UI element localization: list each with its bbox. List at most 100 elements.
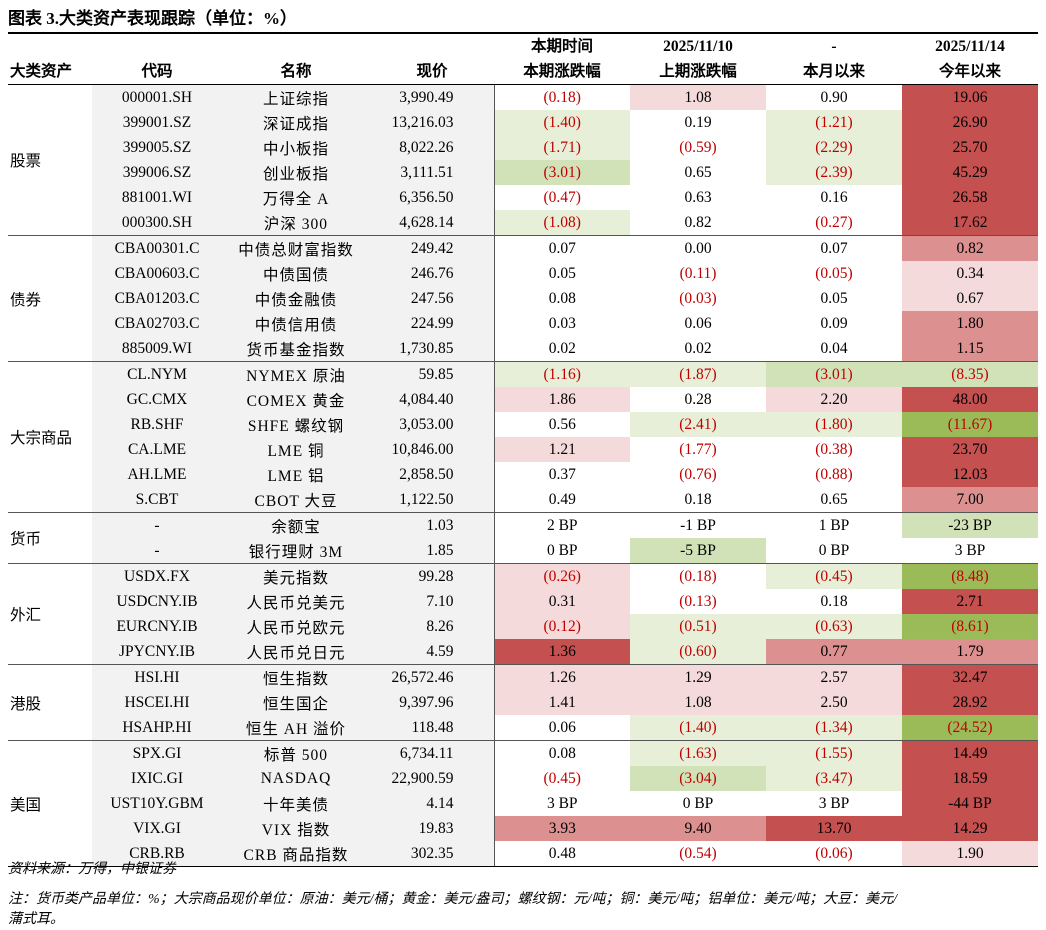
previous-change-cell: 9.40 <box>630 816 766 841</box>
mtd-cell: (0.88) <box>815 465 853 483</box>
header-top-cell <box>222 34 370 59</box>
table-body: 股票 000001.SH 上证综指 3,990.49 (0.18) 1.08 0.90 19.… <box>8 84 1038 867</box>
ytd-cell: (8.35) <box>902 361 1038 387</box>
table-row: S.CBT CBOT 大豆 1,122.50 0.49 0.18 0.65 7.00 <box>8 487 1038 513</box>
mtd-cell: 2.20 <box>766 387 902 412</box>
ticker-code-cell: HSCEI.HI <box>92 690 222 715</box>
current-change-cell: 0.06 <box>494 715 630 741</box>
asset-name-cell: 人民币兑美元 <box>222 589 370 614</box>
mtd-cell: 0.09 <box>820 314 848 332</box>
source-note: 资料来源：万得，中银证券 <box>8 862 176 877</box>
asset-class-label: 美国 <box>8 740 92 867</box>
table-row: 债券 CBA00301.C 中债总财富指数 249.42 0.07 0.00 0.07 0.8… <box>8 235 1038 362</box>
mtd-cell: 3 BP <box>818 794 850 812</box>
asset-name-cell: 人民币兑日元 <box>222 639 370 665</box>
unit-note-line-2: 蒲式耳。 <box>8 912 64 927</box>
table-row: GC.CMX COMEX 黄金 4,084.40 1.86 0.28 2.20 48.00 <box>8 387 1038 412</box>
mtd-cell: 0.18 <box>820 592 848 610</box>
header-top-cell <box>92 34 222 59</box>
previous-change-cell: (0.59) <box>679 138 717 156</box>
table-row: - 银行理财 3M 1.85 0 BP -5 BP 0 BP 3 BP <box>8 538 1038 564</box>
price-cell: 59.85 <box>370 361 495 387</box>
mtd-cell: 0.04 <box>766 336 902 362</box>
ticker-code-cell: - <box>92 538 222 564</box>
asset-name-cell: 恒生国企 <box>222 690 370 715</box>
header-dash: - <box>831 38 837 55</box>
header-top-cell <box>8 34 92 59</box>
asset-class-label: 外汇 <box>8 563 92 665</box>
price-cell: 249.42 <box>370 235 495 261</box>
previous-change-cell: 0.02 <box>630 336 766 362</box>
table-row: CRB.RB CRB 商品指数 302.35 0.48 (0.54) (0.06) 1.90 <box>8 841 1038 867</box>
mtd-cell: (1.21) <box>766 110 902 135</box>
ticker-code-cell: 881001.WI <box>92 185 222 210</box>
current-change-cell: (0.26) <box>494 563 630 589</box>
ticker-code-cell: USDX.FX <box>92 563 222 589</box>
header-date-1: 2025/11/10 <box>663 38 733 55</box>
previous-change-cell: 0.63 <box>684 188 712 206</box>
mtd-cell: 13.70 <box>766 816 902 841</box>
current-change-cell: 1.26 <box>494 664 630 690</box>
table-row: 399005.SZ 中小板指 8,022.26 (1.71) (0.59) (2.29) 2… <box>8 135 1038 160</box>
price-cell: 8,022.26 <box>370 135 495 160</box>
table-row: 美国 SPX.GI 标普 500 6,734.11 0.08 (1.63) (1.55) 14… <box>8 740 1038 867</box>
current-change-cell: 0.37 <box>548 465 576 483</box>
ticker-code-cell: USDCNY.IB <box>92 589 222 614</box>
ytd-cell: 25.70 <box>902 135 1038 160</box>
ytd-cell: 17.62 <box>902 210 1038 236</box>
ticker-code-cell: 000001.SH <box>92 84 222 110</box>
table-row: HSAHP.HI 恒生 AH 溢价 118.48 0.06 (1.40) (1.34) (2… <box>8 715 1038 741</box>
previous-change-cell: (0.18) <box>679 567 717 585</box>
asset-name-cell: LME 铜 <box>222 437 370 462</box>
ticker-code-cell: RB.SHF <box>92 412 222 437</box>
header-asset-class: 大类资产 <box>8 59 92 85</box>
asset-name-cell: 恒生指数 <box>222 664 370 690</box>
header-mtd: 本月以来 <box>766 59 902 85</box>
table-row: CBA01203.C 中债金融债 247.56 0.08 (0.03) 0.05 0.67 <box>8 286 1038 311</box>
price-cell: 1.03 <box>370 512 495 538</box>
ytd-cell: 48.00 <box>902 387 1038 412</box>
header-code: 代码 <box>92 59 222 85</box>
current-change-cell: (3.01) <box>494 160 630 185</box>
mtd-cell: (0.38) <box>815 440 853 458</box>
ticker-code-cell: VIX.GI <box>92 816 222 841</box>
header-row-top: 本期时间 2025/11/10 - 2025/11/14 <box>8 34 1038 59</box>
asset-name-cell: 中债总财富指数 <box>222 235 370 261</box>
ytd-cell: 18.59 <box>902 766 1038 791</box>
previous-change-cell: (3.04) <box>630 766 766 791</box>
table-row: CA.LME LME 铜 10,846.00 1.21 (1.77) (0.38) 23.7… <box>8 437 1038 462</box>
current-change-cell: 0.48 <box>494 841 630 867</box>
ytd-cell: 2.71 <box>902 589 1038 614</box>
asset-name-cell: NASDAQ <box>222 766 370 791</box>
current-change-cell: 1.21 <box>494 437 630 462</box>
price-cell: 3,053.00 <box>370 412 495 437</box>
mtd-cell: 0.90 <box>820 88 848 106</box>
ytd-cell: 12.03 <box>902 462 1038 487</box>
ytd-cell: -23 BP <box>902 512 1038 538</box>
ticker-code-cell: HSAHP.HI <box>92 715 222 741</box>
previous-change-cell: 0.65 <box>684 163 712 181</box>
ytd-cell: (8.48) <box>902 563 1038 589</box>
current-change-cell: (0.45) <box>543 769 581 787</box>
ticker-code-cell: IXIC.GI <box>92 766 222 791</box>
mtd-cell: (3.01) <box>766 361 902 387</box>
table-row: 399006.SZ 创业板指 3,111.51 (3.01) 0.65 (2.39) 45.… <box>8 160 1038 185</box>
table-row: 399001.SZ 深证成指 13,216.03 (1.40) 0.19 (1.21) 26… <box>8 110 1038 135</box>
current-change-cell: (1.40) <box>494 110 630 135</box>
table-row: 港股 HSI.HI 恒生指数 26,572.46 1.26 1.29 2.57 32.47 <box>8 664 1038 741</box>
unit-note-line-1: 注：货币类产品单位：%；大宗商品现价单位：原油：美元/桶；黄金：美元/盎司；螺纹… <box>8 892 897 907</box>
ytd-cell: 45.29 <box>902 160 1038 185</box>
asset-name-cell: 上证综指 <box>222 84 370 110</box>
ytd-cell: (8.61) <box>902 614 1038 639</box>
table-row: RB.SHF SHFE 螺纹钢 3,053.00 0.56 (2.41) (1.80) (1… <box>8 412 1038 437</box>
ytd-cell: 26.90 <box>902 110 1038 135</box>
price-cell: 6,734.11 <box>370 740 495 766</box>
table-row: JPYCNY.IB 人民币兑日元 4.59 1.36 (0.60) 0.77 1.79 <box>8 639 1038 665</box>
mtd-cell: 0 BP <box>766 538 902 564</box>
price-cell: 302.35 <box>370 841 495 867</box>
previous-change-cell: (0.54) <box>630 841 766 867</box>
previous-change-cell: (0.76) <box>679 465 717 483</box>
mtd-cell: (1.55) <box>766 740 902 766</box>
previous-change-cell: (0.13) <box>679 592 717 610</box>
price-cell: 19.83 <box>370 816 495 841</box>
